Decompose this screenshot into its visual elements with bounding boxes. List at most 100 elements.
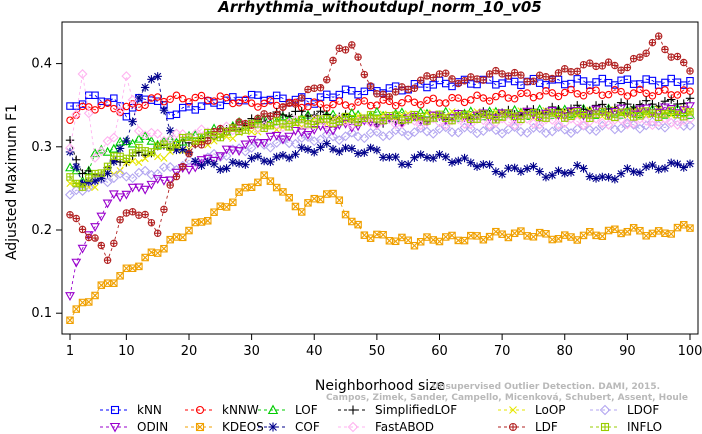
data-point	[166, 126, 175, 135]
data-point	[679, 163, 688, 172]
data-point	[140, 165, 151, 176]
data-point	[184, 165, 194, 175]
data-point	[566, 107, 576, 117]
data-point	[542, 230, 550, 238]
x-tick-label: 20	[181, 344, 198, 359]
data-point	[579, 77, 588, 85]
data-point	[166, 181, 174, 189]
data-point	[541, 109, 551, 119]
data-point	[685, 159, 695, 168]
data-point	[423, 72, 431, 80]
data-point	[629, 89, 638, 97]
data-point	[391, 111, 400, 119]
data-point	[304, 85, 312, 94]
data-point	[266, 121, 275, 130]
data-point	[460, 76, 469, 85]
data-point	[573, 161, 582, 170]
data-point	[473, 232, 481, 240]
data-point	[484, 121, 495, 132]
data-point	[667, 53, 675, 61]
data-point	[279, 94, 287, 103]
data-point	[472, 162, 482, 171]
data-point	[103, 279, 112, 287]
data-point	[209, 159, 219, 169]
data-point	[129, 157, 137, 165]
data-point	[72, 214, 81, 223]
data-point	[165, 162, 176, 172]
data-point	[202, 154, 213, 164]
x-tick-label: 60	[431, 344, 448, 359]
legend-marker	[508, 422, 518, 432]
data-point	[154, 153, 162, 161]
data-point	[234, 147, 245, 157]
data-point	[498, 113, 506, 121]
data-point	[429, 94, 437, 103]
data-point	[178, 94, 187, 103]
data-point	[108, 132, 119, 143]
data-point	[516, 167, 526, 176]
data-point	[623, 99, 632, 109]
data-point	[153, 72, 162, 81]
y-tick-label: 0.4	[31, 57, 52, 72]
data-point	[91, 183, 99, 191]
data-point	[310, 120, 318, 129]
data-point	[322, 139, 331, 148]
data-point	[108, 190, 119, 200]
data-point	[328, 131, 339, 142]
legend-marker	[109, 422, 121, 433]
data-point	[448, 116, 456, 125]
data-point	[153, 249, 162, 257]
data-point	[385, 93, 394, 101]
data-point	[379, 110, 387, 118]
data-point	[667, 106, 675, 115]
data-point	[247, 154, 256, 163]
data-point	[197, 161, 206, 170]
data-point	[610, 175, 620, 184]
data-point	[686, 77, 694, 85]
data-point	[122, 159, 130, 167]
data-point	[673, 52, 682, 61]
data-point	[467, 231, 475, 240]
data-point	[335, 196, 344, 204]
data-point	[197, 91, 206, 100]
data-point	[116, 167, 124, 175]
data-point	[341, 210, 350, 219]
data-point	[391, 237, 400, 246]
data-point	[423, 233, 431, 241]
data-point	[404, 95, 412, 103]
data-point	[686, 108, 694, 116]
data-point	[366, 82, 375, 90]
data-point	[510, 77, 519, 86]
legend-marker	[195, 422, 205, 432]
data-point	[346, 127, 357, 138]
data-point	[159, 105, 169, 115]
data-point	[78, 298, 87, 307]
data-point	[473, 115, 481, 123]
data-point	[567, 85, 575, 94]
data-point	[573, 67, 582, 76]
y-tick-label: 0.3	[31, 140, 52, 155]
data-point	[416, 112, 425, 121]
data-point	[592, 86, 600, 94]
data-point	[66, 211, 74, 219]
data-point	[72, 305, 81, 313]
data-point	[266, 112, 275, 120]
legend-item-lof: LOF	[258, 403, 318, 417]
data-point	[127, 173, 138, 184]
data-point	[609, 107, 620, 117]
data-point	[291, 202, 300, 211]
data-point	[66, 179, 74, 187]
data-point	[560, 88, 569, 97]
data-point	[410, 98, 419, 106]
data-point	[429, 154, 438, 163]
data-point	[641, 104, 652, 114]
data-point	[228, 158, 238, 167]
data-point	[572, 116, 583, 127]
legend-label: LOF	[295, 403, 318, 417]
legend-label: LoOP	[535, 403, 566, 417]
series-line	[69, 75, 691, 184]
data-point	[661, 45, 669, 54]
data-point	[91, 169, 99, 178]
data-point	[291, 150, 300, 159]
data-point	[360, 97, 369, 105]
